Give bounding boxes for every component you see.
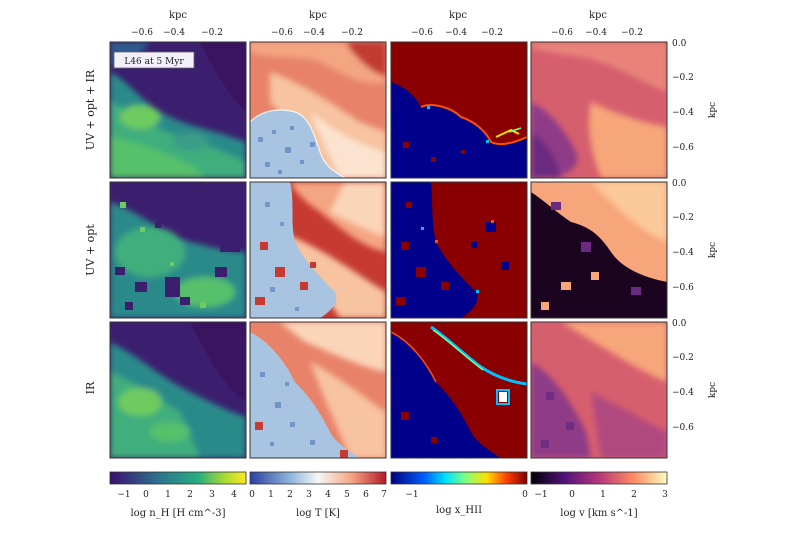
colorbar-density-label: log n_H [H cm^-3] (130, 508, 225, 519)
panel-ionization-row3 (390, 321, 528, 459)
cbar2-tick-3: 2 (287, 490, 293, 500)
right-tick-r3-4: −0.6 (672, 423, 694, 433)
cbar4-tick-3: 1 (600, 490, 606, 500)
colorbar-temperature-gradient (249, 471, 387, 485)
inset-label-box: L46 at 5 Myr (113, 51, 195, 69)
top-axis: kpc kpc kpc kpc −0.6 −0.4 −0.2 −0.6 −0.4… (131, 10, 643, 38)
top-tick-c2-2: −0.4 (303, 28, 325, 38)
right-tick-r3-1: 0.0 (672, 319, 687, 329)
top-axis-label-col1: kpc (169, 10, 187, 21)
panel-temperature-row1 (249, 41, 387, 179)
cbar4-tick-4: 2 (631, 490, 637, 500)
right-axis-label-r2: kpc (708, 242, 718, 258)
panel-ionization-row1 (390, 41, 528, 179)
right-tick-r1-3: −0.4 (672, 108, 694, 118)
panel-velocity-row3 (530, 321, 668, 459)
cbar1-tick-6: 4 (231, 490, 237, 500)
cbar1-tick-5: 3 (209, 490, 215, 500)
top-axis-label-col4: kpc (589, 10, 607, 21)
top-axis-label-col2: kpc (309, 10, 327, 21)
cbar1-tick-3: 1 (165, 490, 171, 500)
top-tick-c1-3: −0.2 (201, 28, 223, 38)
top-tick-c1-1: −0.6 (131, 28, 153, 38)
colorbar-density: −1 0 1 2 3 4 log n_H [H cm^-3] (109, 471, 247, 519)
cbar4-tick-2: 0 (569, 490, 575, 500)
row-label-1: UV + opt + IR (84, 69, 97, 150)
top-tick-c3-1: −0.6 (411, 28, 433, 38)
right-tick-r2-4: −0.6 (672, 283, 694, 293)
top-tick-c2-1: −0.6 (271, 28, 293, 38)
right-tick-r1-2: −0.2 (672, 73, 694, 83)
row-label-3: IR (84, 381, 97, 394)
row-labels: UV + opt + IR UV + opt IR (84, 69, 97, 394)
top-tick-c1-2: −0.4 (163, 28, 185, 38)
right-tick-r3-2: −0.2 (672, 353, 694, 363)
top-tick-c3-3: −0.2 (481, 28, 503, 38)
top-tick-c4-2: −0.4 (585, 28, 607, 38)
cbar3-tick-1: −1 (405, 490, 418, 500)
colorbar-ionization-gradient (390, 471, 528, 485)
top-tick-c4-3: −0.2 (621, 28, 643, 38)
panel-temperature-row3 (249, 321, 387, 459)
right-tick-r1-1: 0.0 (672, 39, 687, 49)
colorbar-ionization: −1 0 log x_HII (390, 471, 528, 516)
cbar1-tick-2: 0 (143, 490, 149, 500)
panel-density-row2 (109, 181, 247, 319)
top-tick-c2-3: −0.2 (341, 28, 363, 38)
colorbar-temperature-label: log T [K] (296, 508, 340, 519)
right-tick-r3-3: −0.4 (672, 388, 694, 398)
cbar2-tick-6: 5 (344, 490, 350, 500)
right-axis-label-r1: kpc (708, 102, 718, 118)
panel-density-row3 (109, 321, 247, 459)
row-label-2: UV + opt (84, 224, 97, 276)
panel-density-row1: L46 at 5 Myr (109, 41, 247, 179)
colorbar-temperature: 0 1 2 3 4 5 6 7 log T [K] (249, 471, 387, 519)
right-tick-r2-2: −0.2 (672, 213, 694, 223)
right-tick-r1-4: −0.6 (672, 143, 694, 153)
right-axis-label-r3: kpc (708, 382, 718, 398)
cbar4-tick-5: 3 (662, 490, 668, 500)
cbar2-tick-2: 1 (268, 490, 274, 500)
panel-velocity-row1 (530, 41, 668, 179)
top-tick-c4-1: −0.6 (551, 28, 573, 38)
colorbar-velocity-gradient (530, 471, 668, 485)
right-tick-r2-1: 0.0 (672, 179, 687, 189)
colorbar-velocity: −1 0 1 2 3 log v [km s^-1] (530, 471, 668, 519)
colorbar-ionization-label: log x_HII (436, 505, 482, 516)
cbar4-tick-1: −1 (534, 490, 547, 500)
panel-temperature-row2 (249, 181, 387, 319)
top-tick-c3-2: −0.4 (445, 28, 467, 38)
cbar2-tick-8: 7 (381, 490, 387, 500)
right-tick-r2-3: −0.4 (672, 248, 694, 258)
panel-velocity-row2 (530, 181, 668, 319)
cbar2-tick-5: 4 (325, 490, 331, 500)
cbar2-tick-4: 3 (306, 490, 312, 500)
top-axis-label-col3: kpc (449, 10, 467, 21)
cbar2-tick-1: 0 (249, 490, 255, 500)
panel-ionization-row2 (390, 181, 528, 319)
cbar2-tick-7: 6 (363, 490, 369, 500)
colorbar-velocity-label: log v [km s^-1] (560, 508, 638, 519)
cbar1-tick-1: −1 (117, 490, 130, 500)
colorbar-density-gradient (109, 471, 247, 485)
cbar3-tick-2: 0 (522, 490, 528, 500)
cbar1-tick-4: 2 (187, 490, 193, 500)
right-axis: 0.0 −0.2 −0.4 −0.6 kpc 0.0 −0.2 −0.4 −0.… (672, 39, 718, 433)
inset-label: L46 at 5 Myr (124, 57, 184, 67)
